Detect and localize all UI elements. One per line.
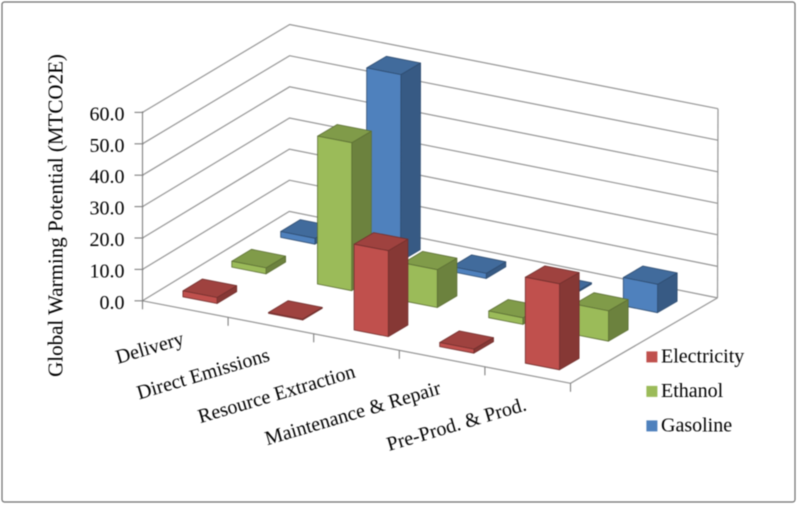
svg-text:60.0: 60.0 — [90, 103, 125, 125]
svg-text:20.0: 20.0 — [90, 229, 125, 251]
svg-text:Ethanol: Ethanol — [661, 380, 724, 402]
svg-text:Global Warming Potential (MTCO: Global Warming Potential (MTCO2E) — [44, 54, 68, 377]
svg-text:Electricity: Electricity — [661, 345, 744, 367]
svg-text:0.0: 0.0 — [100, 292, 125, 314]
svg-text:Gasoline: Gasoline — [661, 414, 732, 436]
svg-text:10.0: 10.0 — [90, 260, 125, 282]
svg-text:30.0: 30.0 — [90, 198, 125, 220]
svg-text:50.0: 50.0 — [90, 135, 125, 157]
svg-text:40.0: 40.0 — [90, 166, 125, 188]
